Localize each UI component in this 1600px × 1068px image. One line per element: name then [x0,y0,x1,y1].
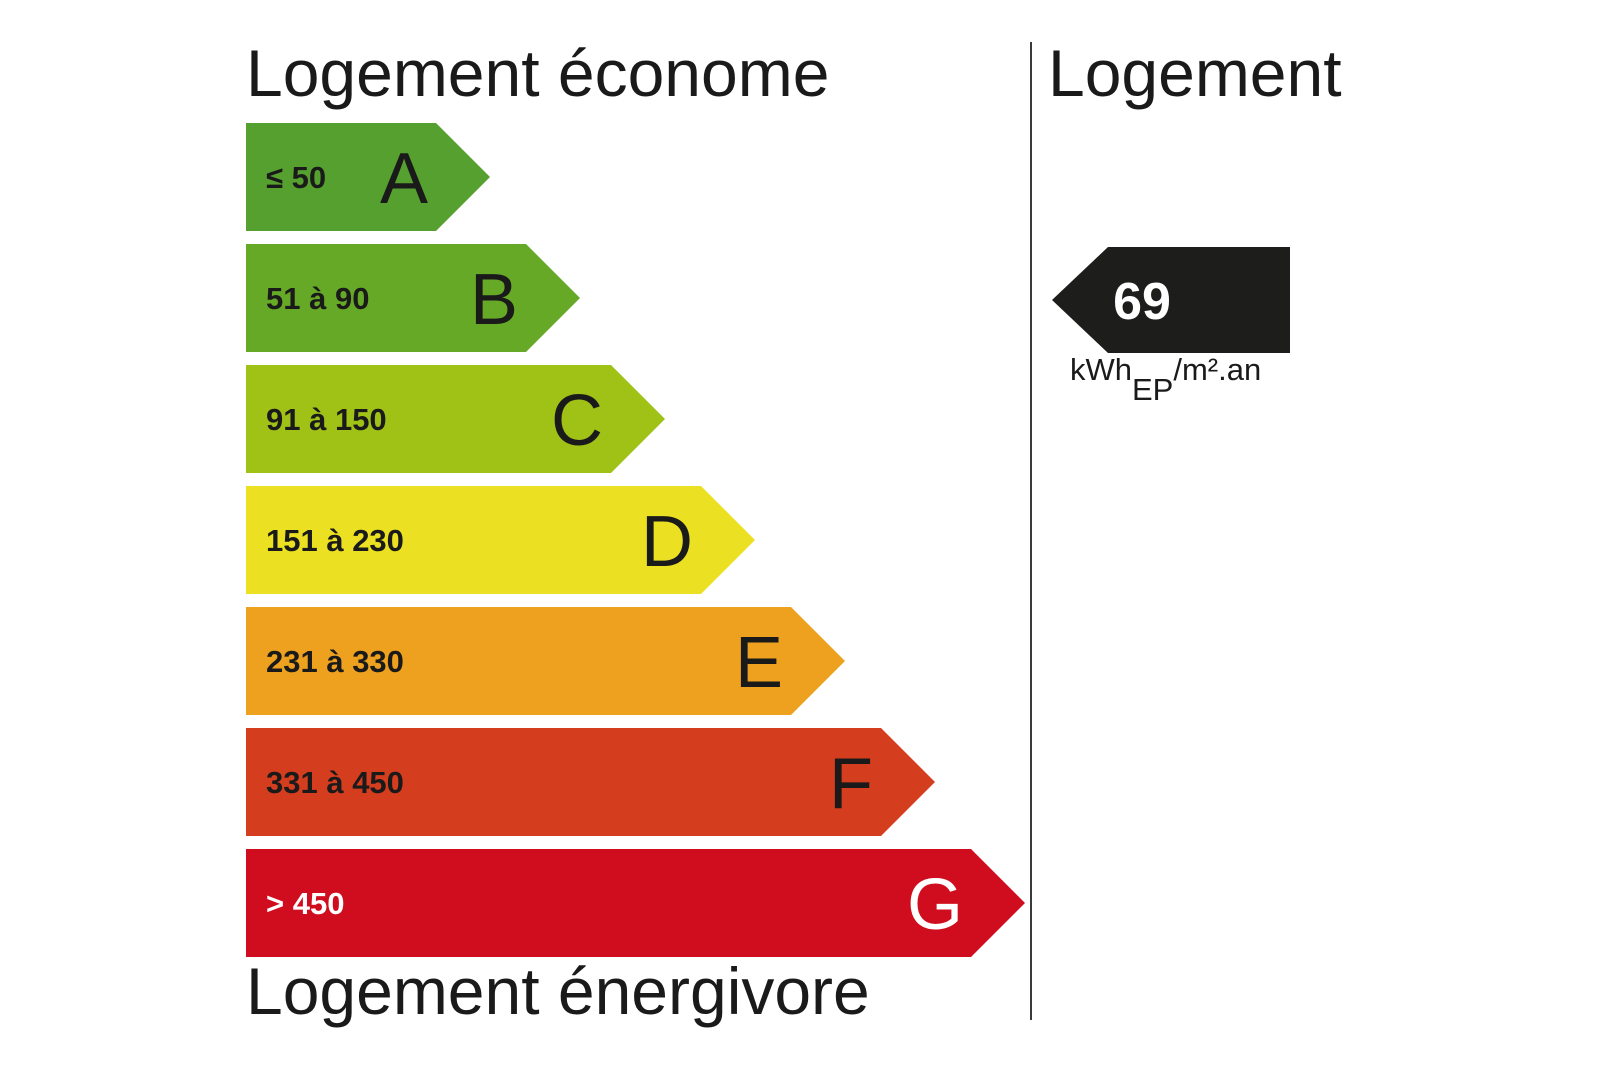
class-bar-g [246,849,1025,957]
energivore-title: Logement énergivore [246,954,870,1028]
class-bar-c [246,365,665,473]
class-letter-c: C [551,381,603,461]
class-letter-g: G [907,865,963,945]
class-bar-a [246,123,490,231]
class-range-label-c: 91 à 150 [266,402,387,437]
housing-column-title: Logement [1048,36,1342,110]
class-letter-a: A [380,139,428,219]
class-range-label-e: 231 à 330 [266,644,404,679]
unit-main: kWh [1070,352,1132,387]
class-range-label-b: 51 à 90 [266,281,369,316]
class-bar-d [246,486,755,594]
class-range-label-f: 331 à 450 [266,765,404,800]
class-letter-b: B [470,260,518,340]
unit-rest: /m².an [1173,352,1262,387]
consumption-value: 69 [1113,273,1171,331]
class-range-label-d: 151 à 230 [266,523,404,558]
class-letter-d: D [641,502,693,582]
column-divider [1030,42,1032,1020]
unit-label: kWhEP/m².an [1070,352,1300,407]
class-bar-f [246,728,935,836]
class-range-label-g: > 450 [266,886,344,921]
class-letter-f: F [829,744,873,824]
class-range-label-a: ≤ 50 [266,160,326,195]
class-bar-b [246,244,580,352]
consumption-indicator-arrow [1052,247,1290,353]
unit-subscript: EP [1132,372,1174,407]
page-title-econome: Logement économe [246,36,830,110]
class-letter-e: E [735,623,783,703]
class-bar-e [246,607,845,715]
